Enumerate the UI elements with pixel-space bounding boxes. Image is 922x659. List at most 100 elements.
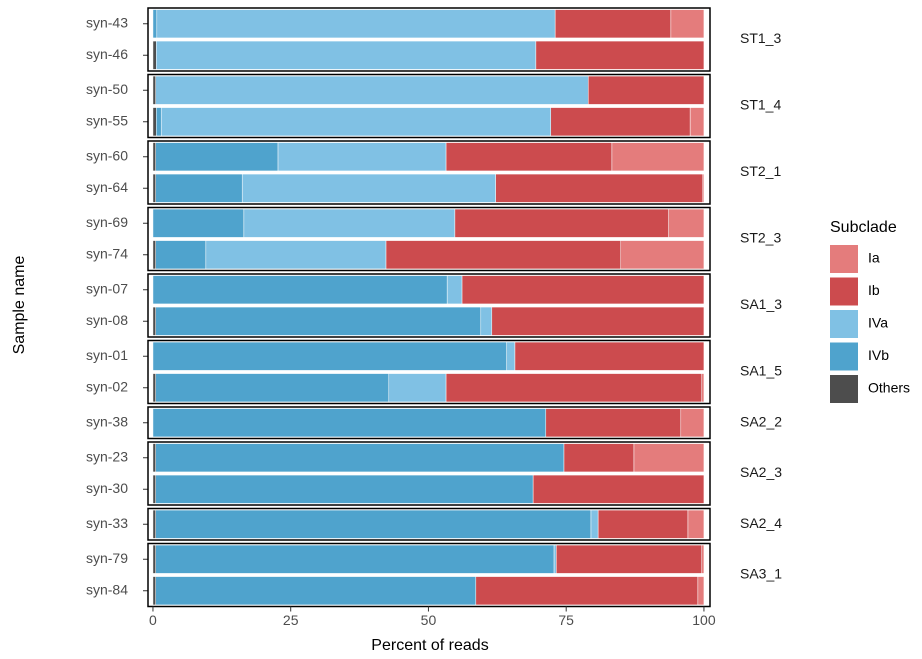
strip-label: ST2_3 [740, 230, 781, 246]
bar-segment [597, 509, 689, 539]
bar-segment [152, 275, 448, 305]
bar-segment [475, 576, 699, 606]
strip-label: ST1_3 [740, 30, 781, 46]
panel-border [147, 406, 711, 440]
y-tick-label: syn-64 [86, 179, 128, 195]
bar-segment [277, 142, 447, 172]
bar-segment [514, 341, 705, 371]
bar-segment [553, 544, 557, 574]
y-tick-label: syn-23 [86, 448, 128, 464]
bar-segment [152, 474, 156, 504]
x-tick-label: 25 [283, 612, 299, 628]
bar-segment [701, 373, 705, 403]
y-tick-label: syn-07 [86, 280, 128, 296]
bar-segment [668, 208, 705, 238]
bar-segment [155, 306, 482, 336]
legend-key [830, 375, 858, 403]
bar-segment [152, 107, 157, 137]
panel-border [147, 441, 711, 506]
y-tick-label: syn-43 [86, 14, 128, 30]
y-tick-label: syn-02 [86, 378, 128, 394]
bar-segment [152, 75, 156, 105]
bar-segment [587, 75, 705, 105]
bar-segment [152, 306, 156, 336]
legend-label: Ia [868, 250, 880, 266]
legend-key [830, 310, 858, 338]
legend-label: IVb [868, 347, 889, 363]
legend-key [830, 342, 858, 371]
bar-segment [152, 208, 245, 238]
x-axis-title: Percent of reads [371, 637, 488, 654]
bar-segment [156, 9, 556, 39]
strip-label: SA2_3 [740, 464, 782, 480]
bar-segment [446, 275, 463, 305]
bar-segment [155, 75, 589, 105]
bar-segment [155, 576, 477, 606]
bar-segment [152, 341, 507, 371]
y-tick-label: syn-84 [86, 581, 128, 597]
bar-segment [545, 408, 682, 438]
strip-label: SA1_3 [740, 296, 782, 312]
bar-segment [535, 40, 705, 70]
bar-segment [388, 373, 447, 403]
bar-segment [611, 142, 705, 172]
bar-segment [590, 509, 599, 539]
y-tick-label: syn-33 [86, 515, 128, 531]
y-tick-label: syn-38 [86, 413, 128, 429]
legend-title: Subclade [830, 219, 897, 236]
x-tick-label: 100 [692, 612, 716, 628]
y-tick-label: syn-79 [86, 550, 128, 566]
bar-segment [633, 443, 705, 473]
strip-label: SA1_5 [740, 363, 782, 379]
bar-segment [160, 107, 552, 137]
strip-label: ST2_1 [740, 163, 781, 179]
bar-segment [454, 208, 669, 238]
strip-label: SA3_1 [740, 566, 782, 582]
bar-segment [689, 107, 705, 137]
legend-label: IVa [868, 315, 888, 331]
bar-segment [152, 142, 156, 172]
bar-segment [532, 474, 705, 504]
strip-label: ST1_4 [740, 97, 781, 113]
bar-segment [155, 240, 207, 270]
bar-segment [152, 40, 157, 70]
y-tick-label: syn-50 [86, 81, 128, 97]
y-tick-label: syn-55 [86, 112, 128, 128]
y-tick-label: syn-60 [86, 147, 128, 163]
bar-segment [445, 142, 613, 172]
legend-label: Others [868, 380, 910, 396]
panel-border [147, 7, 711, 72]
bar-segment [156, 40, 537, 70]
bar-segment [620, 240, 705, 270]
bar-segment [702, 173, 705, 203]
legend-key [830, 277, 858, 306]
bar-segment [205, 240, 387, 270]
legend-key [830, 245, 858, 273]
bar-segment [152, 373, 156, 403]
bar-segment [687, 509, 705, 539]
bar-segment [697, 576, 705, 606]
x-tick-label: 50 [421, 612, 437, 628]
panel-border [147, 542, 711, 608]
bar-segment [563, 443, 635, 473]
bar-segment [385, 240, 621, 270]
legend-label: Ib [868, 282, 880, 298]
bar-segment [152, 509, 156, 539]
bar-segment [152, 576, 156, 606]
bar-segment [491, 306, 705, 336]
bar-segment [554, 9, 672, 39]
x-tick-label: 75 [558, 612, 574, 628]
bar-segment [155, 373, 390, 403]
bar-segment [152, 408, 547, 438]
panel-border [147, 507, 711, 541]
y-axis-title: Sample name [11, 256, 28, 355]
panel-border [147, 273, 711, 338]
y-tick-label: syn-01 [86, 347, 128, 363]
x-tick-label: 0 [149, 612, 157, 628]
panel-border [147, 73, 711, 139]
bar-segment [506, 341, 516, 371]
panel-border [147, 206, 711, 272]
bar-segment [155, 443, 565, 473]
bar-segment [550, 107, 691, 137]
bar-segment [152, 240, 156, 270]
